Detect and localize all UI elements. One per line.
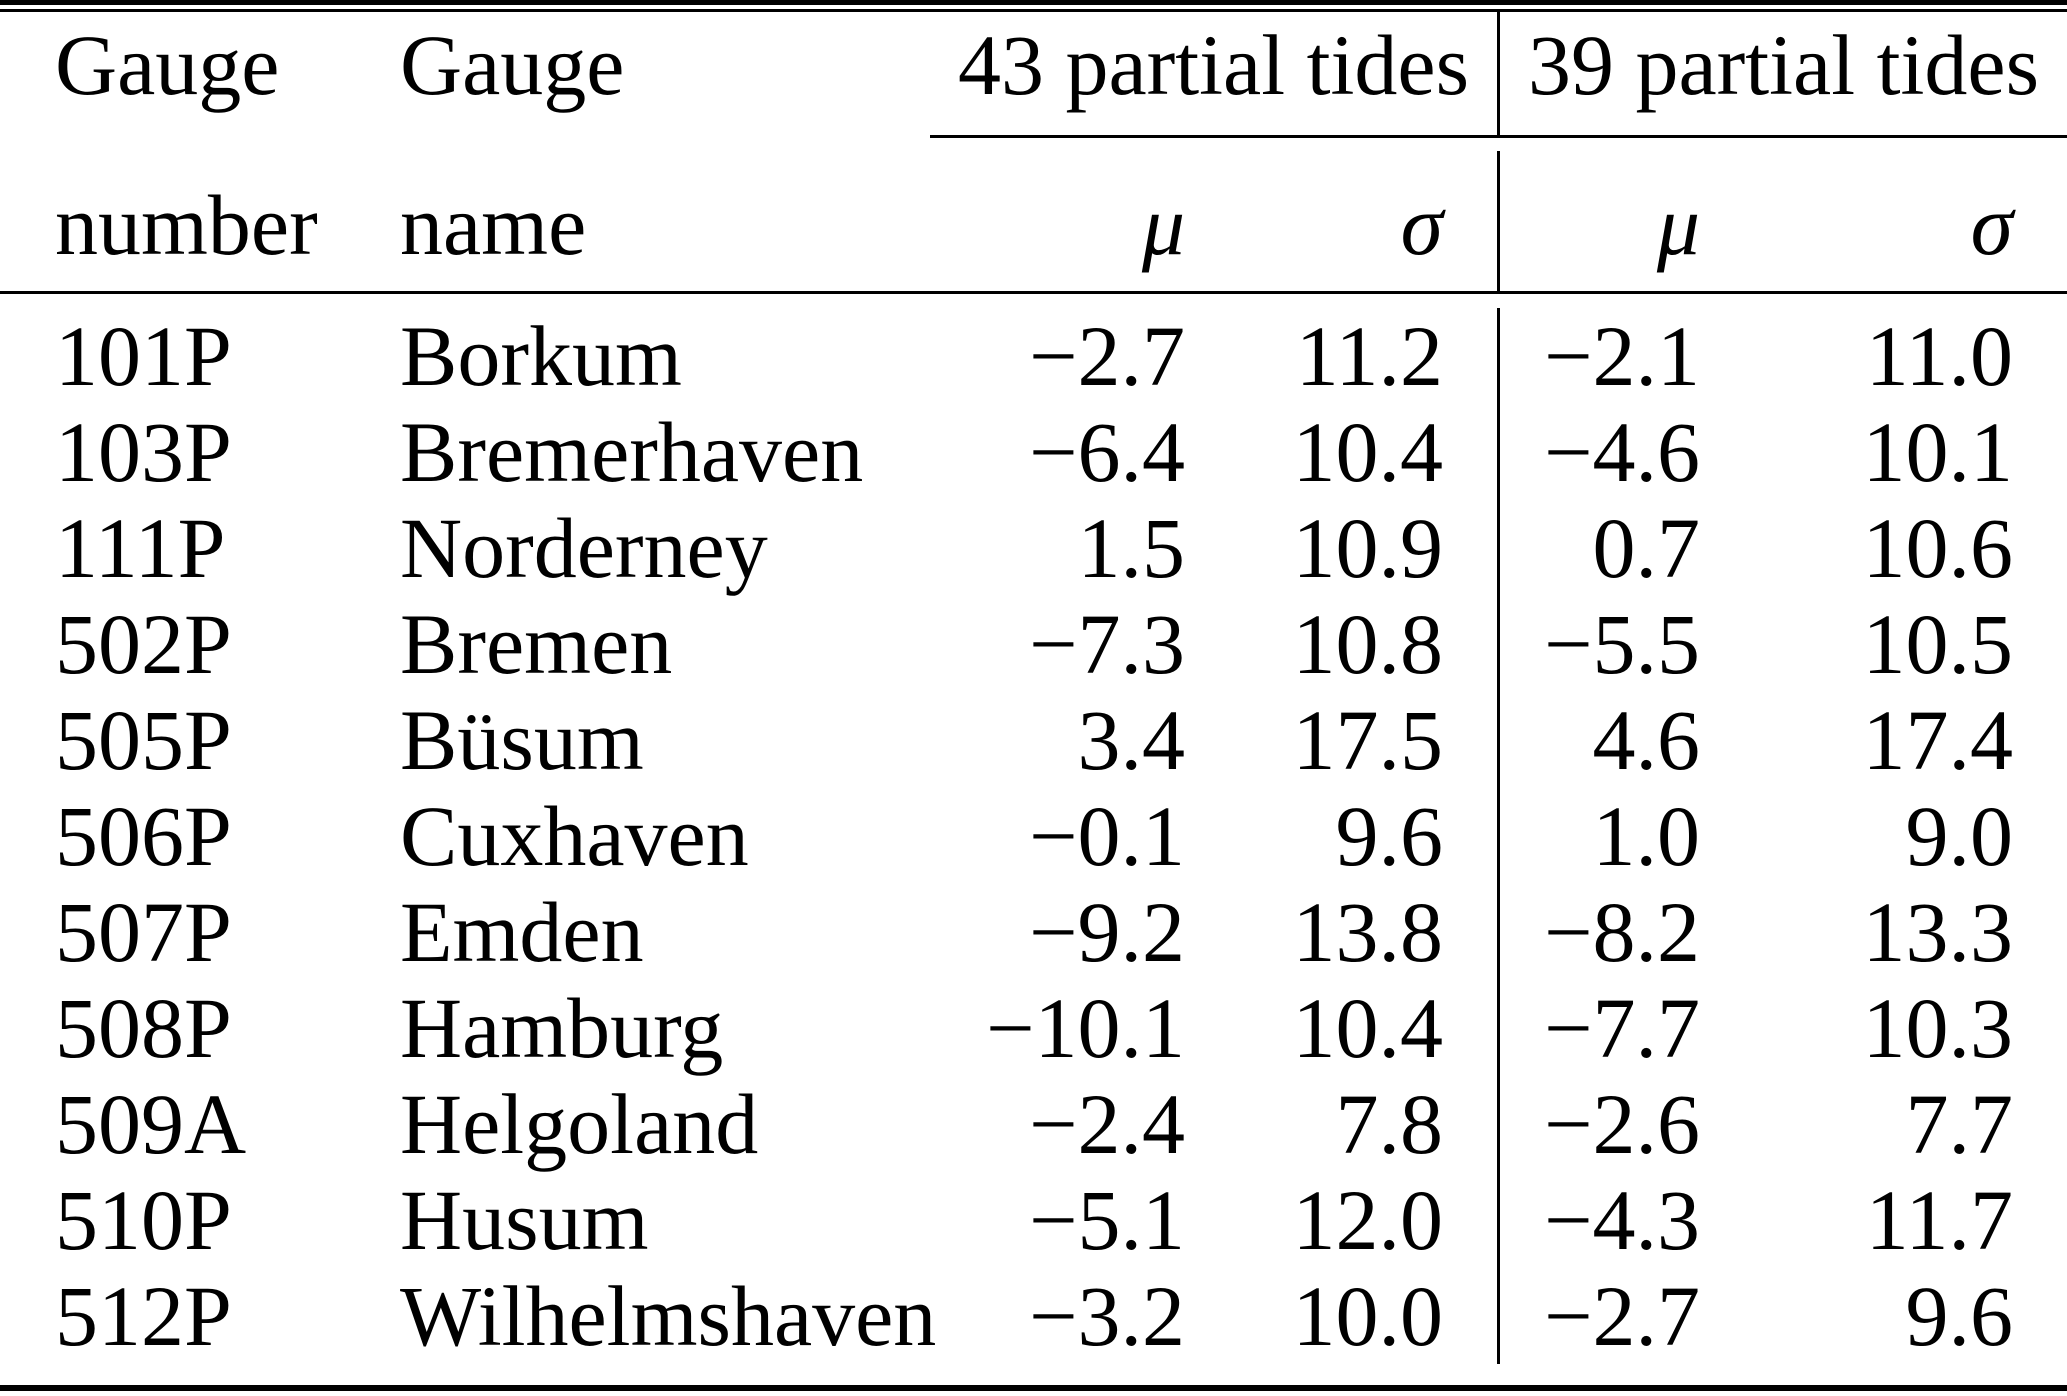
sigma-43-cell: 7.8 bbox=[1335, 1076, 1444, 1172]
sigma-39-cell: 9.6 bbox=[1905, 1268, 2014, 1364]
gauge-name-cell: Bremerhaven bbox=[400, 404, 864, 500]
gauge-name-cell: Norderney bbox=[400, 500, 768, 596]
header-group-underline-rule bbox=[930, 135, 2067, 138]
sigma-43-cell: 10.4 bbox=[1292, 980, 1444, 1076]
sigma-39-cell: 17.4 bbox=[1862, 692, 2014, 788]
mu-43-cell: −0.1 bbox=[1028, 788, 1185, 884]
mu-39-cell: 4.6 bbox=[1497, 692, 1700, 788]
header-group-43-partial-tides: 43 partial tides bbox=[957, 17, 1470, 113]
sigma-39-cell: 7.7 bbox=[1905, 1076, 2014, 1172]
gauge-number-cell: 510P bbox=[55, 1172, 232, 1268]
sigma-43-cell: 12.0 bbox=[1292, 1172, 1444, 1268]
mu-39-cell: −8.2 bbox=[1497, 884, 1700, 980]
gauge-number-cell: 101P bbox=[55, 308, 232, 404]
gauge-name-cell: Husum bbox=[400, 1172, 649, 1268]
sigma-43-cell: 10.4 bbox=[1292, 404, 1444, 500]
mu-39-cell: −5.5 bbox=[1497, 596, 1700, 692]
gauge-number-cell: 502P bbox=[55, 596, 232, 692]
gauge-name-cell: Cuxhaven bbox=[400, 788, 749, 884]
gauge-number-cell: 508P bbox=[55, 980, 232, 1076]
gauge-name-cell: Borkum bbox=[400, 308, 682, 404]
mu-43-cell: −2.7 bbox=[1028, 308, 1185, 404]
gauge-name-cell: Bremen bbox=[400, 596, 673, 692]
header-sigma-43: σ bbox=[1400, 177, 1443, 273]
header-body-separator-rule bbox=[0, 291, 2067, 294]
table-top-rule-gap bbox=[0, 5, 2067, 9]
table-header: Gauge Gauge 43 partial tides 39 partial … bbox=[0, 12, 2067, 291]
gauge-number-cell: 507P bbox=[55, 884, 232, 980]
mu-43-cell: 1.5 bbox=[1077, 500, 1186, 596]
sigma-39-cell: 10.6 bbox=[1862, 500, 2014, 596]
header-gauge-number-line2: number bbox=[55, 177, 318, 273]
sigma-43-cell: 10.8 bbox=[1292, 596, 1444, 692]
table-bottom-rule bbox=[0, 1385, 2067, 1391]
sigma-39-cell: 11.7 bbox=[1865, 1172, 2013, 1268]
header-gauge-name-line2: name bbox=[400, 177, 587, 273]
gauge-number-cell: 512P bbox=[55, 1268, 232, 1364]
gauge-name-cell: Büsum bbox=[400, 692, 644, 788]
sigma-39-cell: 10.5 bbox=[1862, 596, 2014, 692]
sigma-39-cell: 10.3 bbox=[1862, 980, 2014, 1076]
mu-43-cell: −7.3 bbox=[1028, 596, 1185, 692]
gauge-name-cell: Wilhelmshaven bbox=[400, 1268, 937, 1364]
sigma-43-cell: 10.9 bbox=[1292, 500, 1444, 596]
mu-43-cell: −2.4 bbox=[1028, 1076, 1185, 1172]
mu-39-cell: 0.7 bbox=[1497, 500, 1700, 596]
gauge-number-cell: 509A bbox=[55, 1076, 247, 1172]
mu-39-cell: −4.6 bbox=[1497, 404, 1700, 500]
sigma-39-cell: 9.0 bbox=[1905, 788, 2014, 884]
sigma-43-cell: 13.8 bbox=[1292, 884, 1444, 980]
header-gauge-number-line1: Gauge bbox=[55, 17, 280, 113]
sigma-39-cell: 11.0 bbox=[1865, 308, 2013, 404]
sigma-43-cell: 11.2 bbox=[1295, 308, 1443, 404]
gauge-name-cell: Helgoland bbox=[400, 1076, 759, 1172]
gauge-number-cell: 505P bbox=[55, 692, 232, 788]
table-top-rule-thin bbox=[0, 9, 2067, 12]
header-mu-39: μ bbox=[1497, 151, 1700, 291]
sigma-43-cell: 10.0 bbox=[1292, 1268, 1444, 1364]
mu-39-cell: −2.1 bbox=[1497, 308, 1700, 404]
mu-43-cell: −3.2 bbox=[1028, 1268, 1185, 1364]
sigma-43-cell: 9.6 bbox=[1335, 788, 1444, 884]
mu-39-cell: 1.0 bbox=[1497, 788, 1700, 884]
mu-39-cell: −4.3 bbox=[1497, 1172, 1700, 1268]
table-top-rule-thick bbox=[0, 0, 2067, 5]
gauge-name-cell: Emden bbox=[400, 884, 644, 980]
gauge-number-cell: 103P bbox=[55, 404, 232, 500]
header-gauge-name-line1: Gauge bbox=[400, 17, 625, 113]
sigma-43-cell: 17.5 bbox=[1292, 692, 1444, 788]
sigma-39-cell: 10.1 bbox=[1862, 404, 2014, 500]
header-sigma-39: σ bbox=[1970, 177, 2013, 273]
sigma-39-cell: 13.3 bbox=[1862, 884, 2014, 980]
header-mu-43: μ bbox=[1141, 177, 1185, 273]
table-body: 101P Borkum −2.7 11.2 −2.1 11.0 103P Bremerhave… bbox=[0, 294, 2067, 1364]
gauge-name-cell: Hamburg bbox=[400, 980, 724, 1076]
mu-39-cell: −2.6 bbox=[1497, 1076, 1700, 1172]
gauge-number-cell: 111P bbox=[55, 500, 226, 596]
gauge-number-cell: 506P bbox=[55, 788, 232, 884]
mu-43-cell: −10.1 bbox=[985, 980, 1185, 1076]
mu-43-cell: 3.4 bbox=[1077, 692, 1186, 788]
mu-43-cell: −9.2 bbox=[1028, 884, 1185, 980]
mu-43-cell: −6.4 bbox=[1028, 404, 1185, 500]
mu-43-cell: −5.1 bbox=[1028, 1172, 1185, 1268]
header-group-39-partial-tides: 39 partial tides bbox=[1497, 12, 2067, 135]
mu-39-cell: −2.7 bbox=[1497, 1268, 1700, 1364]
mu-39-cell: −7.7 bbox=[1497, 980, 1700, 1076]
